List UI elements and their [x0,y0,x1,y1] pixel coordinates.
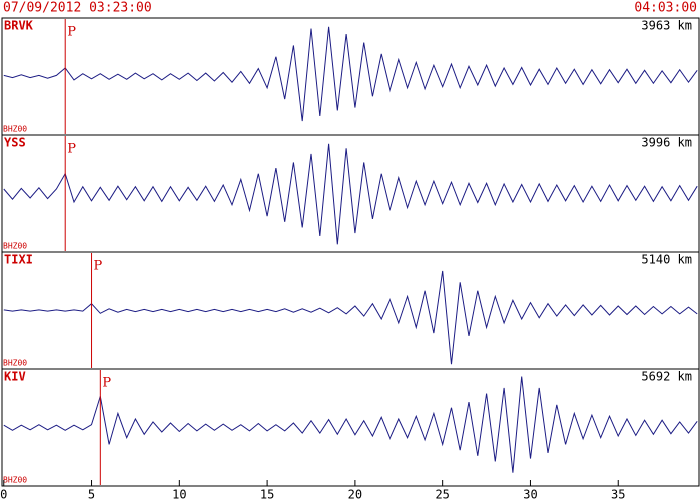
x-tick-label: 5 [88,488,95,502]
waveform [3,376,698,473]
x-tick-label: 25 [435,488,449,502]
x-tick-label: 10 [172,488,186,502]
channel: BHZ00 [3,476,27,485]
p-label: P [94,259,103,274]
distance: 5692 km [641,370,692,384]
distance: 5140 km [641,253,692,267]
channel: BHZ00 [3,242,27,251]
start-time: 07/09/2012 03:23:00 [3,1,152,16]
station-name: YSS [4,136,26,150]
station-name: BRVK [4,19,34,33]
x-tick-label: 15 [260,488,274,502]
x-tick-label: 0 [0,488,7,502]
waveform [3,143,698,245]
end-time: 04:03:00 [634,1,697,16]
p-label: P [102,376,111,391]
waveform [3,26,698,122]
waveform [3,270,698,365]
p-label: P [67,142,76,157]
p-label: P [67,25,76,40]
x-tick-label: 35 [611,488,625,502]
distance: 3963 km [641,19,692,33]
distance: 3996 km [641,136,692,150]
channel: BHZ00 [3,359,27,368]
station-name: KIV [4,370,26,384]
station-name: TIXI [4,253,33,267]
x-tick-label: 20 [348,488,362,502]
channel: BHZ00 [3,125,27,134]
x-tick-label: 30 [523,488,537,502]
